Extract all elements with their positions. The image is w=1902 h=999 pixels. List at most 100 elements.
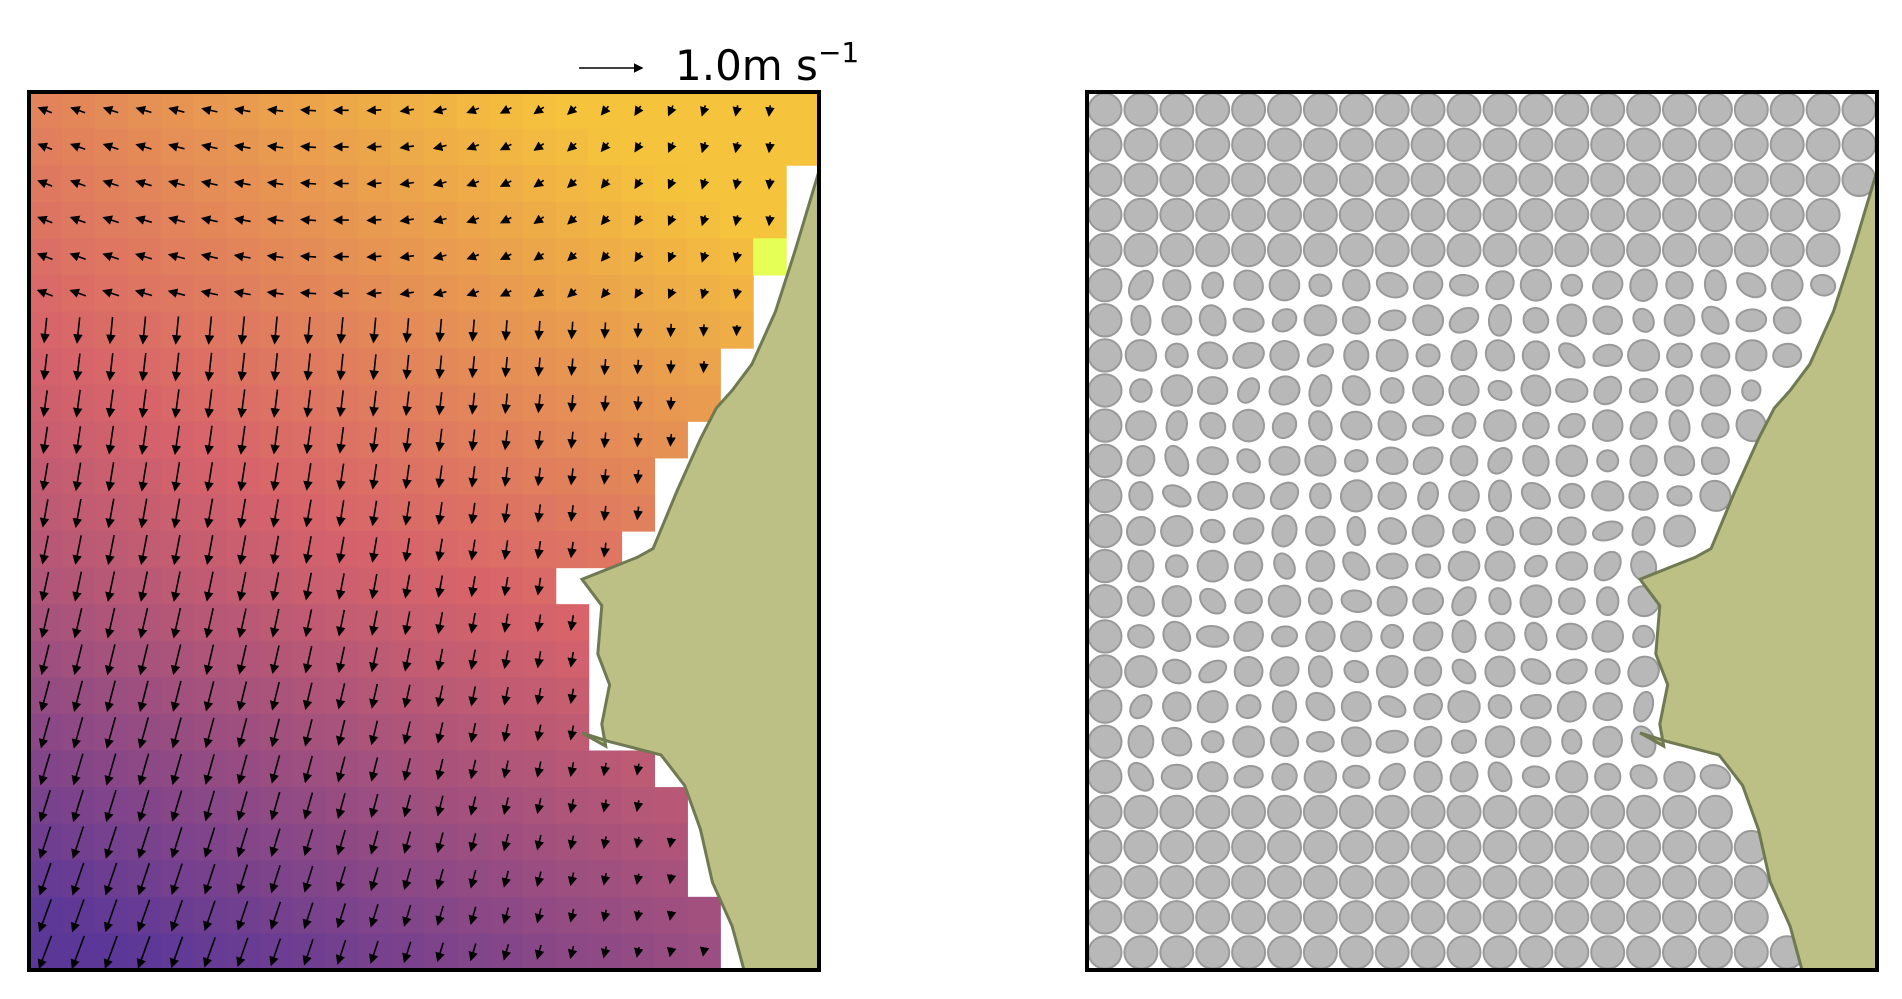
variance-ellipse	[1417, 481, 1439, 511]
velocity-arrow	[138, 498, 148, 529]
velocity-arrow	[237, 535, 247, 565]
variance-ellipse	[1736, 272, 1767, 299]
variance-ellipse	[1769, 162, 1805, 198]
variance-ellipse	[1338, 829, 1374, 865]
variance-ellipse	[1410, 829, 1446, 865]
velocity-arrow	[600, 105, 611, 116]
velocity-arrow	[300, 142, 317, 152]
velocity-arrow	[533, 251, 545, 261]
variance-ellipse	[1522, 306, 1550, 334]
velocity-arrow	[501, 907, 511, 925]
variance-ellipse	[1267, 127, 1302, 162]
variance-ellipse	[1590, 794, 1626, 830]
variance-ellipse	[1377, 481, 1407, 511]
velocity-arrow	[501, 833, 511, 852]
variance-ellipse	[1554, 829, 1590, 865]
variance-ellipse	[1267, 92, 1302, 127]
velocity-arrow	[134, 251, 153, 262]
velocity-arrow	[336, 500, 346, 527]
velocity-arrow	[600, 799, 611, 813]
variance-ellipse	[1165, 410, 1188, 441]
variance-ellipse	[1410, 794, 1446, 830]
velocity-arrow	[303, 499, 313, 528]
variance-ellipse	[1521, 765, 1551, 789]
variance-ellipse	[1126, 445, 1156, 477]
velocity-arrow	[600, 395, 610, 412]
velocity-arrow	[38, 717, 51, 749]
velocity-arrow	[369, 940, 379, 964]
velocity-arrow	[36, 252, 53, 262]
velocity-arrow	[203, 863, 216, 895]
velocity-arrow	[567, 141, 578, 152]
variance-ellipse	[1087, 619, 1123, 654]
variance-ellipse	[1302, 232, 1338, 268]
velocity-arrow	[106, 316, 116, 345]
variance-ellipse	[1410, 900, 1446, 935]
velocity-arrow	[501, 503, 511, 524]
variance-ellipse	[1087, 794, 1123, 830]
velocity-arrow	[138, 534, 148, 566]
velocity-arrow	[269, 718, 281, 748]
velocity-arrow	[634, 946, 644, 958]
velocity-arrow	[666, 946, 677, 958]
velocity-arrow	[402, 684, 412, 709]
variance-ellipse	[1488, 479, 1512, 513]
variance-ellipse	[1554, 162, 1590, 198]
velocity-arrow	[600, 141, 611, 153]
variance-ellipse	[1235, 694, 1262, 720]
velocity-arrow	[236, 827, 248, 858]
variance-ellipse	[1232, 482, 1266, 510]
variance-ellipse	[1159, 794, 1195, 830]
velocity-arrow	[104, 789, 117, 823]
variance-ellipse	[1485, 270, 1515, 301]
velocity-arrow	[135, 215, 153, 225]
velocity-arrow	[633, 323, 643, 339]
velocity-arrow	[567, 468, 577, 486]
velocity-arrow	[137, 863, 151, 896]
velocity-arrow	[567, 431, 577, 449]
velocity-arrow	[567, 835, 578, 850]
variance-ellipse	[1626, 197, 1662, 233]
variance-ellipse	[1339, 479, 1373, 513]
velocity-arrow	[499, 251, 512, 260]
variance-ellipse	[1340, 691, 1372, 723]
velocity-arrow	[567, 394, 577, 413]
variance-ellipse	[1087, 759, 1123, 794]
velocity-arrow	[466, 105, 480, 115]
variance-ellipse	[1410, 127, 1446, 162]
velocity-arrow	[237, 389, 247, 419]
velocity-arrow	[468, 392, 478, 415]
variance-ellipse	[1410, 232, 1446, 268]
variance-ellipse	[1087, 654, 1123, 689]
velocity-arrow	[234, 105, 251, 116]
velocity-arrow	[302, 682, 313, 711]
variance-ellipse	[1087, 92, 1123, 127]
variance-ellipse	[1126, 585, 1155, 617]
velocity-arrow	[335, 939, 347, 965]
variance-ellipse	[1662, 865, 1697, 900]
variance-ellipse	[1518, 162, 1554, 198]
variance-ellipse	[1772, 342, 1803, 369]
velocity-arrow	[667, 105, 677, 117]
velocity-arrow	[369, 390, 379, 417]
variance-ellipse	[1518, 900, 1554, 935]
velocity-arrow	[666, 323, 676, 338]
variance-ellipse	[1342, 764, 1371, 789]
velocity-arrow	[732, 105, 742, 117]
variance-ellipse	[1450, 339, 1478, 372]
velocity-arrow	[666, 910, 677, 921]
variance-ellipse	[1700, 446, 1730, 476]
velocity-arrow	[435, 795, 445, 817]
variance-ellipse	[1841, 127, 1877, 162]
velocity-arrow	[270, 572, 280, 601]
velocity-arrow	[105, 534, 115, 566]
variance-ellipse	[1127, 624, 1155, 649]
variance-ellipse	[1556, 516, 1587, 546]
variance-ellipse	[1340, 589, 1373, 613]
velocity-arrow	[171, 498, 181, 529]
variance-ellipse	[1482, 900, 1518, 935]
velocity-arrow	[402, 427, 412, 453]
variance-ellipse	[1554, 232, 1590, 268]
variance-ellipse	[1162, 691, 1192, 722]
variance-ellipse	[1451, 412, 1477, 439]
